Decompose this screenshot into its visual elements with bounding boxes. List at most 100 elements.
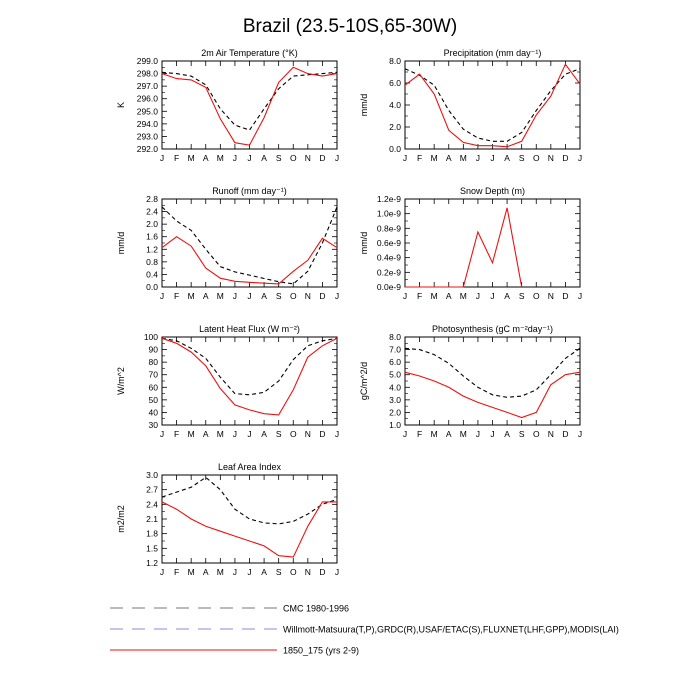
x-tick-label: F (417, 291, 422, 301)
y-tick-label: 2.4 (146, 499, 158, 509)
x-tick-label: A (504, 153, 510, 163)
panel-title: Runoff (mm day⁻¹) (212, 186, 287, 196)
x-tick-label: J (335, 429, 339, 439)
legend-label-0: CMC 1980-1996 (283, 604, 349, 614)
x-tick-label: S (519, 153, 525, 163)
x-tick-label: M (460, 153, 467, 163)
panel-title: 2m Air Temperature (°K) (201, 48, 297, 58)
x-tick-label: A (446, 153, 452, 163)
y-tick-label: 294.0 (137, 119, 159, 129)
y-tick-label: 0.6e-9 (377, 238, 401, 248)
x-tick-label: S (276, 153, 282, 163)
y-tick-label: 292.0 (137, 144, 159, 154)
y-tick-label: 1.8 (146, 529, 158, 539)
x-tick-label: O (533, 153, 540, 163)
y-axis-label: gC/m^2/d (359, 362, 369, 400)
x-tick-label: A (504, 429, 510, 439)
y-tick-label: 0.2e-9 (377, 267, 401, 277)
x-tick-label: M (460, 291, 467, 301)
y-tick-label: 2.4 (146, 207, 158, 217)
y-tick-label: 4.0 (389, 382, 401, 392)
x-tick-label: J (476, 429, 480, 439)
x-tick-label: A (203, 153, 209, 163)
x-tick-label: J (233, 291, 237, 301)
x-tick-label: J (247, 567, 251, 577)
y-tick-label: 60 (149, 382, 159, 392)
x-tick-label: J (476, 291, 480, 301)
x-tick-label: J (335, 153, 339, 163)
x-tick-label: M (188, 153, 195, 163)
y-tick-label: 0.4e-9 (377, 253, 401, 263)
x-tick-label: D (562, 429, 568, 439)
x-tick-label: O (533, 429, 540, 439)
y-tick-label: 6.0 (389, 78, 401, 88)
x-tick-label: S (519, 429, 525, 439)
x-tick-label: J (247, 429, 251, 439)
y-tick-label: 1.0 (389, 420, 401, 430)
x-tick-label: M (431, 153, 438, 163)
x-tick-label: A (261, 153, 267, 163)
plot-frame (161, 474, 338, 564)
y-tick-label: 1.2 (146, 558, 158, 568)
panel-title: Snow Depth (m) (460, 186, 525, 196)
y-tick-label: 100 (144, 332, 158, 342)
x-tick-label: N (305, 429, 311, 439)
model-series-line (161, 337, 338, 416)
obs-series-line (161, 206, 338, 285)
x-tick-label: M (460, 429, 467, 439)
y-tick-label: 2.0 (146, 219, 158, 229)
x-tick-label: J (160, 153, 164, 163)
x-tick-label: A (261, 291, 267, 301)
x-tick-label: J (490, 153, 494, 163)
legend-label-2: 1850_175 (yrs 2-9) (283, 646, 359, 656)
y-tick-label: 1.5 (146, 543, 158, 553)
x-tick-label: N (305, 291, 311, 301)
x-tick-label: N (548, 291, 554, 301)
x-tick-label: A (446, 429, 452, 439)
x-tick-label: J (490, 291, 494, 301)
y-tick-label: 7.0 (389, 345, 401, 355)
x-tick-label: A (261, 567, 267, 577)
x-tick-label: J (578, 153, 582, 163)
chart-panel-runoff: Runoff (mm day⁻¹) mm/d 0.0 0.4 0.8 1.2 1.6 2.0 2… (116, 186, 339, 301)
y-tick-label: 293.0 (137, 131, 159, 141)
x-tick-label: A (203, 567, 209, 577)
y-tick-label: 2.1 (146, 514, 158, 524)
x-tick-label: O (533, 291, 540, 301)
x-tick-label: F (174, 291, 179, 301)
chart-panel-snow: Snow Depth (m) mm/d 0.0e-9 0.2e-9 0.4e-9 0.6e… (359, 186, 582, 301)
y-axis-label: mm/d (359, 94, 369, 117)
y-tick-label: 1.2 (146, 244, 158, 254)
x-tick-label: M (431, 429, 438, 439)
x-tick-label: S (276, 567, 282, 577)
x-tick-label: A (203, 291, 209, 301)
x-tick-label: J (403, 429, 407, 439)
y-tick-label: 2.8 (146, 194, 158, 204)
y-tick-label: 8.0 (389, 56, 401, 66)
panel-title: Leaf Area Index (218, 462, 282, 472)
y-tick-label: 0.4 (146, 269, 158, 279)
obs-series-line (161, 337, 338, 396)
model-series-line (404, 63, 581, 148)
model-series-line (161, 66, 338, 146)
y-tick-label: 8.0 (389, 332, 401, 342)
y-tick-label: 298.0 (137, 69, 159, 79)
x-tick-label: O (290, 291, 297, 301)
chart-panel-temp: 2m Air Temperature (°K) K 292.0 293.0 294.0 2… (116, 48, 339, 163)
x-tick-label: J (403, 291, 407, 301)
x-tick-label: M (217, 153, 224, 163)
x-tick-label: F (174, 429, 179, 439)
plot-frame (404, 336, 581, 426)
page-title: Brazil (23.5-10S,65-30W) (243, 16, 457, 37)
x-tick-label: J (247, 291, 251, 301)
y-axis-label: W/m^2 (116, 367, 126, 395)
obs-series-line (161, 476, 338, 525)
x-tick-label: S (276, 429, 282, 439)
y-tick-label: 1.6 (146, 232, 158, 242)
x-tick-label: O (290, 153, 297, 163)
x-tick-label: J (233, 153, 237, 163)
y-tick-label: 295.0 (137, 106, 159, 116)
x-tick-label: J (247, 153, 251, 163)
x-tick-label: J (160, 291, 164, 301)
y-tick-label: 2.0 (389, 407, 401, 417)
